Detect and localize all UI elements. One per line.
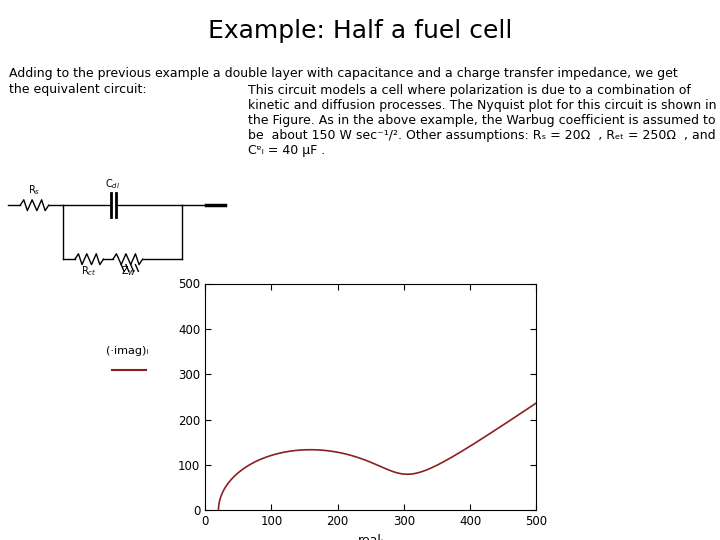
Text: Example: Half a fuel cell: Example: Half a fuel cell — [208, 19, 512, 43]
Text: R$_{ct}$: R$_{ct}$ — [81, 264, 97, 278]
Text: R$_s$: R$_s$ — [28, 183, 40, 197]
Text: Z$_W$: Z$_W$ — [120, 264, 136, 278]
Text: C$_{dl}$: C$_{dl}$ — [105, 178, 120, 192]
Text: Adding to the previous example a double layer with capacitance and a charge tran: Adding to the previous example a double … — [9, 68, 678, 96]
Text: (·imag)ᵢ: (·imag)ᵢ — [106, 346, 148, 356]
X-axis label: realᵢ: realᵢ — [358, 534, 384, 540]
Text: This circuit models a cell where polarization is due to a combination of
kinetic: This circuit models a cell where polariz… — [248, 84, 717, 157]
